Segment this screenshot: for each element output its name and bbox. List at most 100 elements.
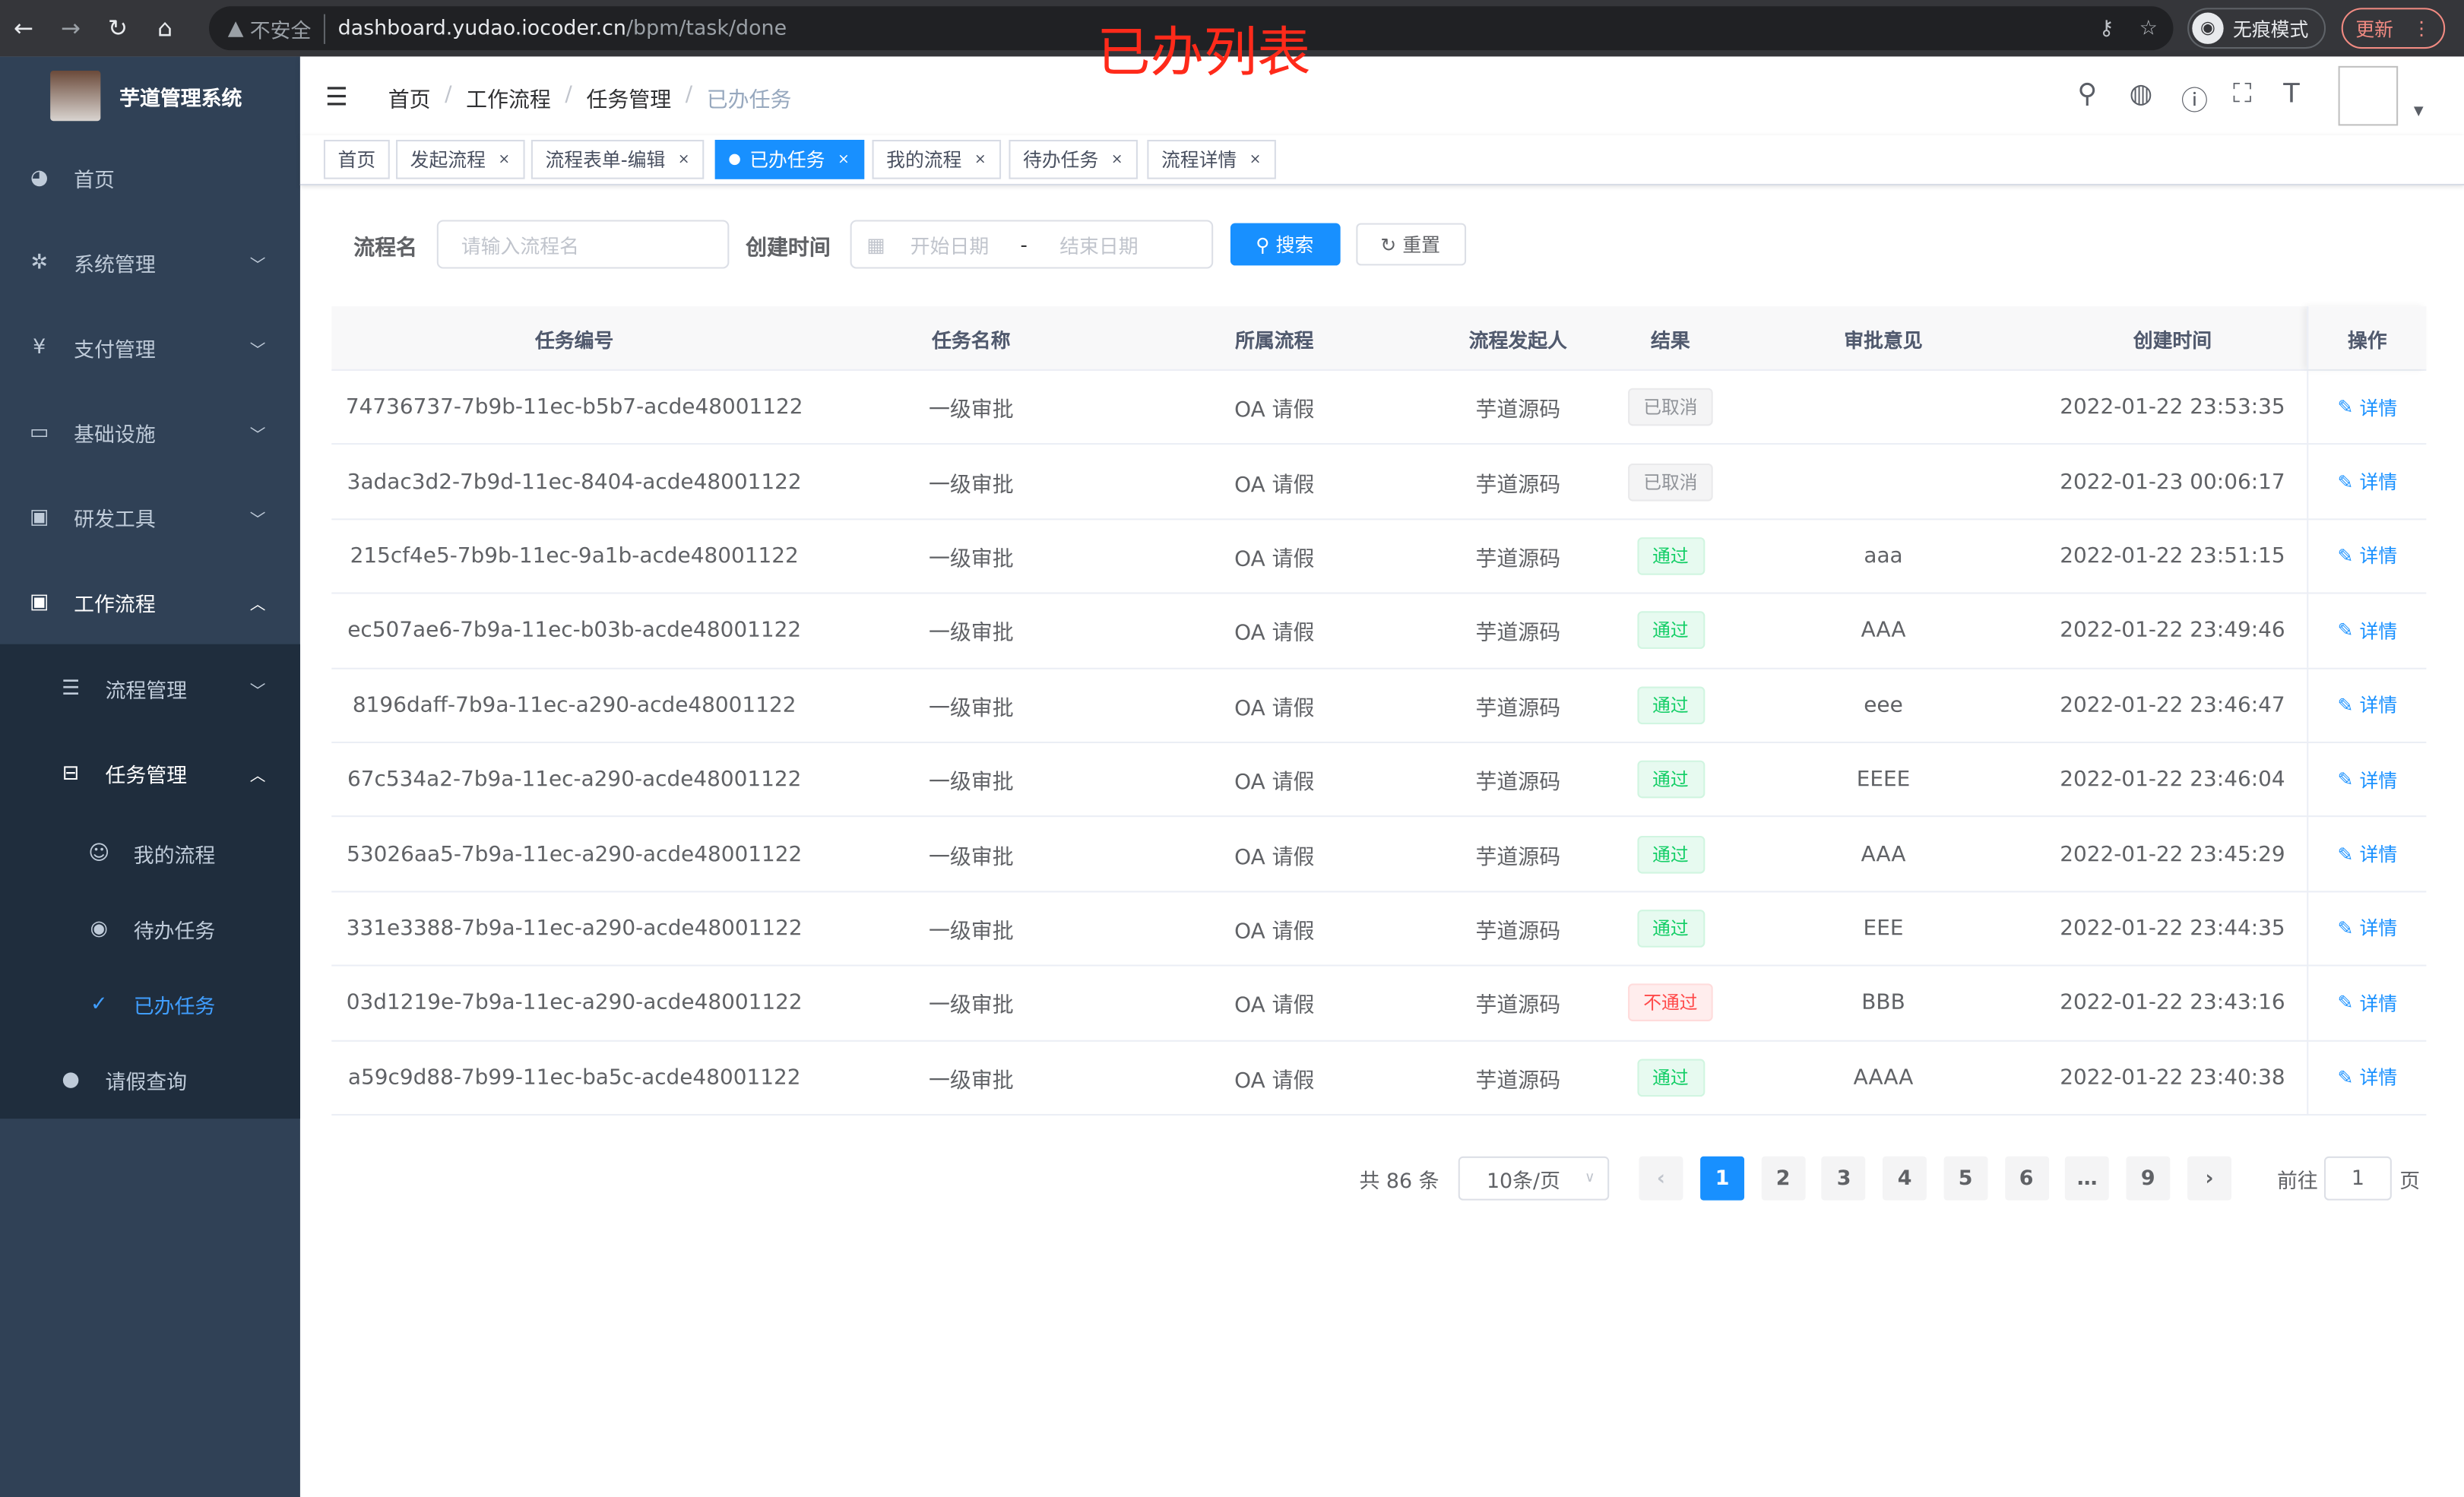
page-button[interactable]: 6 xyxy=(2004,1156,2049,1201)
table-cell: 通过 xyxy=(1612,743,1728,816)
detail-button[interactable]: ✎ 详情 xyxy=(2307,519,2426,593)
detail-button[interactable]: ✎ 详情 xyxy=(2307,668,2426,742)
chevron-up-icon: ︿ xyxy=(249,767,266,785)
table-cell: 一级审批 xyxy=(928,1068,1014,1093)
menu-item-todo[interactable]: ◉ 待办任务 xyxy=(0,891,300,966)
table-cell: 67c534a2-7b9a-11ec-a290-acde48001122 xyxy=(347,767,802,793)
page-button[interactable]: 2 xyxy=(1761,1156,1806,1201)
next-page-button[interactable]: › xyxy=(2187,1156,2231,1201)
table-cell: 一级审批 xyxy=(928,695,1014,721)
close-icon[interactable]: × xyxy=(974,151,987,168)
back-icon[interactable]: ← xyxy=(13,14,34,43)
key-icon[interactable]: ⚷ xyxy=(2098,16,2114,40)
caret-down-icon[interactable]: ▼ xyxy=(2413,103,2424,119)
chevron-down-icon: ﹀ xyxy=(249,682,266,701)
tag-start-process[interactable]: 发起流程 × xyxy=(396,140,524,179)
menu-item-task-manage[interactable]: ⊟ 任务管理 ︿ xyxy=(0,730,300,815)
logo[interactable]: 芋道管理系统 xyxy=(0,56,300,135)
table-cell: 215cf4e5-7b9b-11ec-9a1b-acde48001122 xyxy=(350,543,799,569)
prev-page-button[interactable]: ‹ xyxy=(1639,1156,1683,1201)
menu-item-home[interactable]: ◕ 首页 xyxy=(0,135,300,220)
tag-home[interactable]: 首页 xyxy=(323,140,390,179)
close-icon[interactable]: × xyxy=(1110,151,1123,168)
table-cell: 2022-01-22 23:53:35 xyxy=(2060,394,2285,420)
table-cell: AAA xyxy=(1861,618,1906,644)
table-cell: 3adac3d2-7b9d-11ec-8404-acde48001122 xyxy=(347,469,802,495)
user-icon: ☺ xyxy=(88,841,110,866)
table-cell: 一级审批 xyxy=(928,397,1014,423)
search-icon[interactable]: ⚲ xyxy=(2077,78,2098,110)
start-date-input[interactable]: 开始日期 xyxy=(910,234,990,258)
tag-todo[interactable]: 待办任务 × xyxy=(1009,140,1138,179)
menu-label: 待办任务 xyxy=(133,919,216,944)
close-icon[interactable]: × xyxy=(838,151,850,168)
tag-done[interactable]: 已办任务 × xyxy=(714,140,864,179)
close-icon[interactable]: × xyxy=(677,151,690,168)
incognito-badge[interactable]: ◉ 无痕模式 xyxy=(2187,8,2326,49)
help-icon[interactable]: ⓘ xyxy=(2181,86,2208,119)
update-button[interactable]: 更新 ⋮ xyxy=(2341,8,2446,49)
detail-button[interactable]: ✎ 详情 xyxy=(2307,593,2426,667)
menu-item-infra[interactable]: ▭ 基础设施 ﹀ xyxy=(0,390,300,475)
tag-form-edit[interactable]: 流程表单-编辑 × xyxy=(530,140,705,179)
detail-button[interactable]: ✎ 详情 xyxy=(2307,817,2426,891)
table-cell: 2022-01-22 23:43:16 xyxy=(2060,990,2285,1016)
detail-button[interactable]: ✎ 详情 xyxy=(2307,891,2426,965)
font-size-icon[interactable]: T xyxy=(2283,78,2300,110)
detail-button[interactable]: ✎ 详情 xyxy=(2307,445,2426,518)
refresh-icon: ↻ xyxy=(1380,233,1397,255)
avatar[interactable] xyxy=(2338,65,2399,126)
tag-my-process[interactable]: 我的流程 × xyxy=(872,140,1001,179)
end-date-input[interactable]: 结束日期 xyxy=(1059,234,1139,258)
column-header: 所属流程 xyxy=(1235,328,1314,352)
menu-item-leave[interactable]: ● 请假查询 xyxy=(0,1042,300,1117)
menu-item-my-process[interactable]: ☺ 我的流程 xyxy=(0,815,300,891)
detail-button[interactable]: ✎ 详情 xyxy=(2307,742,2426,816)
menu-item-pay[interactable]: ¥ 支付管理 ﹀ xyxy=(0,305,300,390)
reset-button[interactable]: ↻ 重置 xyxy=(1355,223,1466,266)
date-range-picker[interactable]: ▦ 开始日期 - 结束日期 xyxy=(849,220,1213,269)
fullscreen-icon[interactable]: ⛶ xyxy=(2233,78,2252,110)
github-icon[interactable]: ◍ xyxy=(2129,78,2153,110)
tag-process-detail[interactable]: 流程详情 × xyxy=(1147,140,1275,179)
search-button[interactable]: ⚲ 搜索 xyxy=(1229,223,1340,266)
page-button[interactable]: 9 xyxy=(2126,1156,2171,1201)
detail-button[interactable]: ✎ 详情 xyxy=(2307,966,2426,1040)
close-icon[interactable]: × xyxy=(498,151,511,168)
table-cell: 2022-01-22 23:44:35 xyxy=(2060,916,2285,942)
page-button[interactable]: 5 xyxy=(1943,1156,1988,1201)
page-button[interactable]: 3 xyxy=(1822,1156,1867,1201)
menu-item-workflow[interactable]: ▣ 工作流程 ︿ xyxy=(0,559,300,644)
breadcrumb-item[interactable]: 工作流程 xyxy=(466,87,551,113)
process-name-label: 流程名 xyxy=(353,235,417,261)
goto-page-input[interactable]: 1 xyxy=(2323,1156,2392,1201)
detail-button[interactable]: ✎ 详情 xyxy=(2307,1040,2426,1114)
reload-icon[interactable]: ↻ xyxy=(108,14,128,43)
page-suffix: 页 xyxy=(2399,1169,2421,1194)
process-name-input[interactable]: 请输入流程名 xyxy=(435,220,729,269)
result-badge: 通过 xyxy=(1636,537,1705,575)
forward-icon[interactable]: → xyxy=(61,14,81,43)
page-button[interactable]: 4 xyxy=(1883,1156,1927,1201)
page-button[interactable]: 1 xyxy=(1700,1156,1745,1201)
page-button[interactable]: … xyxy=(2065,1156,2110,1201)
menu-item-system[interactable]: ✲ 系统管理 ﹀ xyxy=(0,220,300,305)
result-badge: 通过 xyxy=(1636,761,1705,799)
menu-item-process-manage[interactable]: ☰ 流程管理 ﹀ xyxy=(0,646,300,731)
table-row: 53026aa5-7b9a-11ec-a290-acde48001122 一级审批… xyxy=(331,817,2427,892)
menu-item-done[interactable]: ✓ 已办任务 xyxy=(0,967,300,1042)
address-bar[interactable]: ▲ 不安全 dashboard.yudao.iocoder.cn/bpm/tas… xyxy=(208,6,2174,51)
table-cell: 03d1219e-7b9a-11ec-a290-acde48001122 xyxy=(346,990,803,1016)
tag-label: 我的流程 xyxy=(886,149,962,172)
star-icon[interactable]: ☆ xyxy=(2139,16,2158,40)
hamburger-icon[interactable]: ☰ xyxy=(325,81,348,112)
table-cell: 芋道源码 xyxy=(1475,472,1561,498)
home-icon[interactable]: ⌂ xyxy=(157,14,173,43)
page-size-select[interactable]: 10条/页 ∨ xyxy=(1458,1156,1610,1201)
breadcrumb-item[interactable]: 首页 xyxy=(388,87,431,113)
menu-label: 流程管理 xyxy=(105,679,188,704)
menu-item-devtools[interactable]: ▣ 研发工具 ﹀ xyxy=(0,474,300,559)
detail-button[interactable]: ✎ 详情 xyxy=(2307,370,2426,444)
close-icon[interactable]: × xyxy=(1249,151,1262,168)
breadcrumb-item[interactable]: 任务管理 xyxy=(586,87,672,113)
